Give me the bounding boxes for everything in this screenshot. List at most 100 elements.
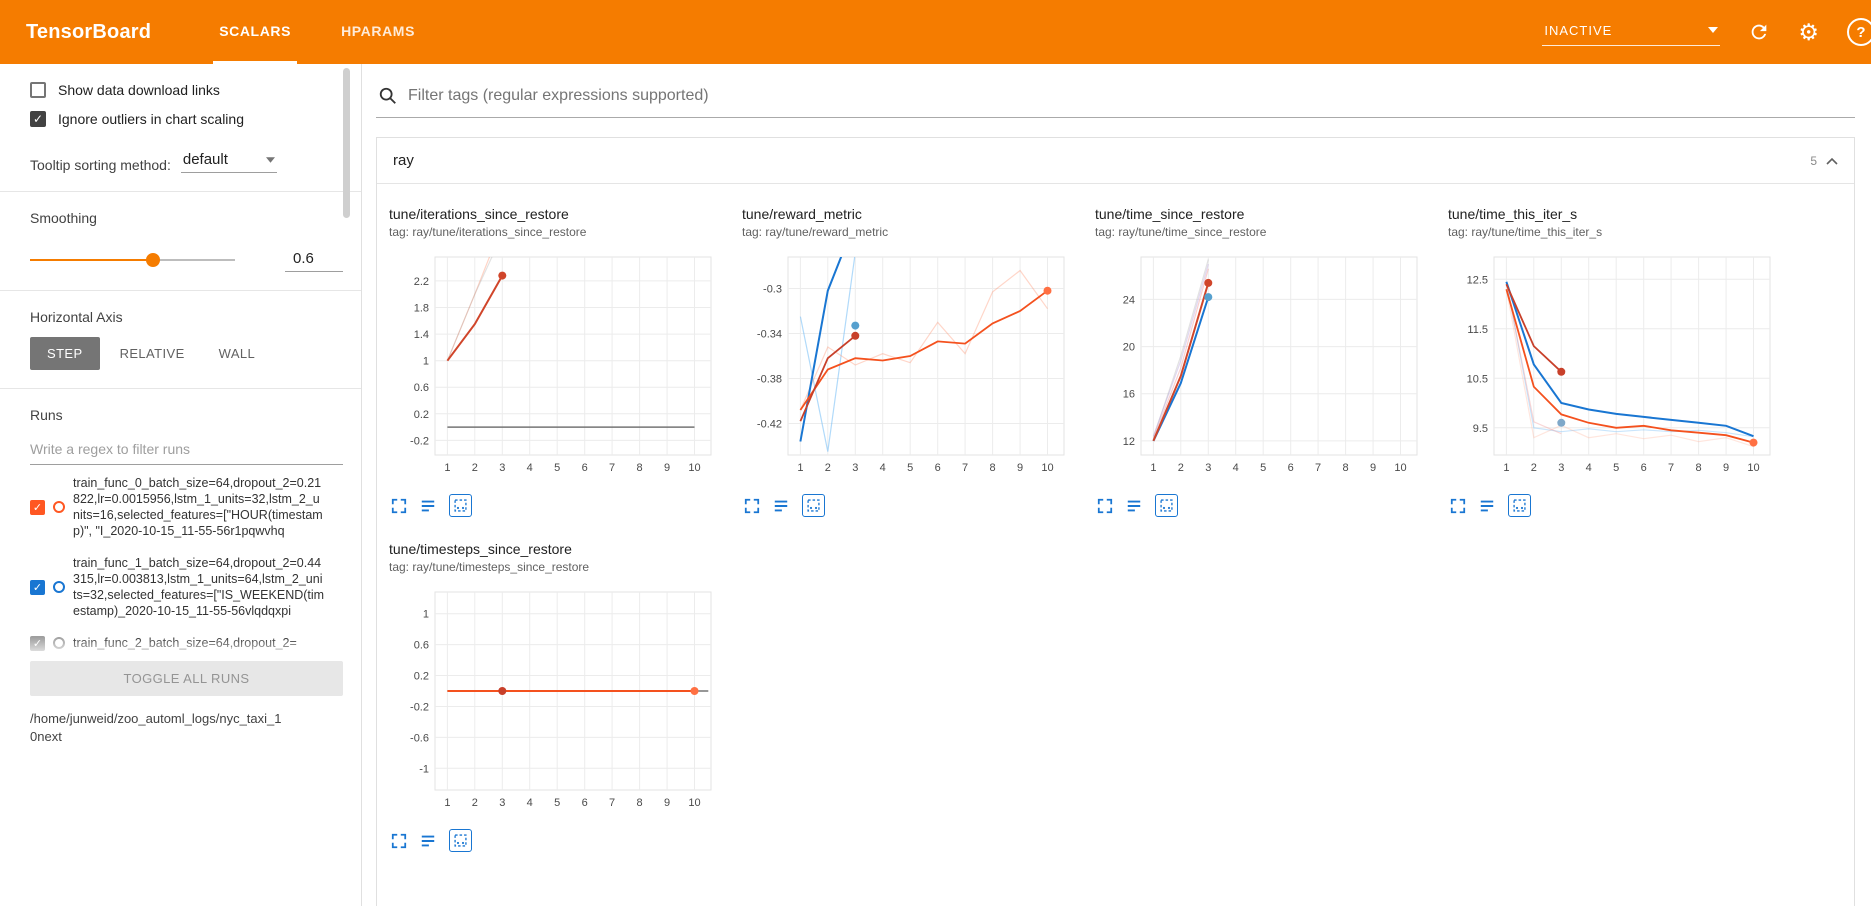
sidebar-divider [0, 191, 361, 192]
charts-grid: tune/iterations_since_restore tag: ray/tu… [377, 184, 1854, 866]
expand-chart-icon[interactable] [1450, 498, 1466, 514]
svg-text:3: 3 [1558, 462, 1564, 474]
toggle-all-runs-button[interactable]: TOGGLE ALL RUNS [30, 661, 343, 696]
svg-text:10: 10 [1041, 462, 1053, 474]
axis-button-step[interactable]: STEP [30, 337, 100, 370]
show-download-links-checkbox[interactable] [30, 82, 46, 98]
smoothing-value[interactable]: 0.6 [285, 248, 343, 272]
svg-text:1: 1 [1150, 462, 1156, 474]
tooltip-sorting-label: Tooltip sorting method: [30, 157, 171, 173]
tag-filter-input[interactable] [408, 87, 1853, 105]
tooltip-sorting-dropdown[interactable]: default [180, 149, 277, 173]
expand-chart-icon[interactable] [744, 498, 760, 514]
tag-group-header[interactable]: ray 5 [377, 138, 1854, 184]
svg-text:8: 8 [1343, 462, 1349, 474]
svg-text:4: 4 [1586, 462, 1592, 474]
svg-text:3: 3 [1205, 462, 1211, 474]
svg-text:1: 1 [444, 462, 450, 474]
svg-text:1.8: 1.8 [414, 303, 429, 315]
tab-scalars[interactable]: SCALARS [213, 0, 298, 64]
chart-plot[interactable]: 1 2 3 4 5 6 7 8 9 10 2.2 1.8 1.4 1 0.6 0.2 -0.2 [389, 247, 719, 481]
reload-status-dropdown[interactable]: INACTIVE [1542, 19, 1721, 46]
chart-card: tune/iterations_since_restore tag: ray/tu… [385, 198, 728, 517]
ignore-outliers-checkbox[interactable] [30, 111, 46, 127]
smoothing-slider-row: 0.6 [30, 248, 343, 272]
svg-text:9: 9 [664, 462, 670, 474]
svg-text:10: 10 [688, 797, 700, 809]
svg-text:12: 12 [1123, 436, 1135, 448]
chart-plot[interactable]: 1 2 3 4 5 6 7 8 9 10 1 0.6 0.2 -0.2 -0.6 -1 [389, 582, 719, 816]
expand-chart-icon[interactable] [391, 833, 407, 849]
svg-text:5: 5 [1260, 462, 1266, 474]
fit-domain-icon[interactable] [449, 494, 472, 517]
svg-text:2.2: 2.2 [414, 276, 429, 288]
chart-plot[interactable]: 1 2 3 4 5 6 7 8 9 10 -0.3 -0.34 -0.38 -0.42 [742, 247, 1072, 481]
run-checkbox[interactable]: ✓ [30, 635, 45, 651]
help-icon[interactable]: ? [1847, 18, 1871, 46]
svg-text:2: 2 [472, 462, 478, 474]
run-color-circle[interactable] [53, 637, 65, 649]
chart-card: tune/reward_metric tag: ray/tune/reward_m… [738, 198, 1081, 517]
runs-selector-icon[interactable] [420, 833, 436, 849]
axis-button-wall[interactable]: WALL [205, 337, 270, 370]
expand-chart-icon[interactable] [391, 498, 407, 514]
svg-text:5: 5 [1613, 462, 1619, 474]
search-icon [379, 87, 396, 104]
smoothing-slider[interactable] [30, 253, 235, 267]
chevron-down-icon [1708, 27, 1719, 33]
reload-icon[interactable] [1748, 21, 1770, 43]
run-row[interactable]: ✓ train_func_1_batch_size=64,dropout_2=0.… [30, 547, 343, 627]
run-row[interactable]: ✓ train_func_2_batch_size=64,dropout_2= [30, 627, 343, 659]
fit-domain-icon[interactable] [1155, 494, 1178, 517]
run-color-circle[interactable] [53, 581, 65, 593]
tag-group-card: ray 5 tune/iterations_since_restore tag: … [376, 137, 1855, 906]
fit-domain-icon[interactable] [449, 829, 472, 852]
tab-hparams[interactable]: HPARAMS [341, 22, 416, 39]
svg-text:-0.34: -0.34 [757, 329, 782, 341]
svg-text:3: 3 [852, 462, 858, 474]
gear-icon[interactable]: ⚙ [1798, 18, 1819, 45]
chart-title: tune/time_this_iter_s [1448, 206, 1578, 222]
horizontal-axis-label: Horizontal Axis [30, 309, 123, 325]
ignore-outliers-row[interactable]: Ignore outliers in chart scaling [30, 111, 343, 127]
axis-button-relative[interactable]: RELATIVE [106, 337, 199, 370]
chart-plot[interactable]: 1 2 3 4 5 6 7 8 9 10 12.5 11.5 10.5 9.5 [1448, 247, 1778, 481]
sidebar-divider [0, 388, 361, 389]
run-color-circle[interactable] [53, 501, 65, 513]
chart-title: tune/timesteps_since_restore [389, 541, 572, 557]
svg-text:4: 4 [1233, 462, 1239, 474]
run-label: train_func_2_batch_size=64,dropout_2= [73, 636, 297, 650]
expand-chart-icon[interactable] [1097, 498, 1113, 514]
show-download-links-row[interactable]: Show data download links [30, 82, 343, 98]
svg-text:9: 9 [1017, 462, 1023, 474]
svg-text:9: 9 [664, 797, 670, 809]
svg-text:1: 1 [1503, 462, 1509, 474]
fit-domain-icon[interactable] [1508, 494, 1531, 517]
svg-text:-0.6: -0.6 [410, 732, 429, 744]
svg-text:8: 8 [637, 462, 643, 474]
chevron-up-icon[interactable] [1826, 157, 1838, 165]
svg-text:11.5: 11.5 [1467, 324, 1488, 336]
svg-text:-0.2: -0.2 [410, 435, 429, 447]
runs-selector-icon[interactable] [1126, 498, 1142, 514]
app-title: TensorBoard [26, 20, 152, 43]
fit-domain-icon[interactable] [802, 494, 825, 517]
run-checkbox[interactable]: ✓ [30, 499, 45, 515]
svg-text:1: 1 [444, 797, 450, 809]
sidebar-scrollbar[interactable] [343, 68, 350, 218]
runs-selector-icon[interactable] [420, 498, 436, 514]
run-checkbox[interactable]: ✓ [30, 579, 45, 595]
runs-selector-icon[interactable] [1479, 498, 1495, 514]
smoothing-slider-thumb[interactable] [146, 253, 160, 267]
reload-status-label: INACTIVE [1544, 22, 1613, 38]
runs-selector-icon[interactable] [773, 498, 789, 514]
svg-text:4: 4 [527, 797, 533, 809]
chart-title: tune/reward_metric [742, 206, 862, 222]
svg-text:6: 6 [582, 462, 588, 474]
svg-text:12.5: 12.5 [1467, 274, 1488, 286]
runs-filter-input[interactable] [30, 433, 343, 465]
run-row[interactable]: ✓ train_func_0_batch_size=64,dropout_2=0.… [30, 467, 343, 547]
svg-text:24: 24 [1123, 294, 1135, 306]
